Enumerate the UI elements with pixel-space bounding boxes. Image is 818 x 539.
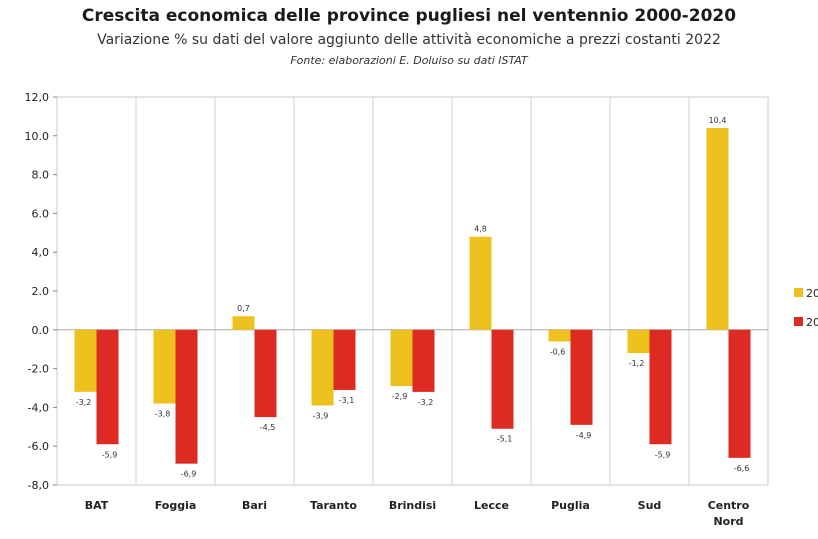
bar-series-1-bat: [74, 329, 97, 392]
data-label: -4,9: [576, 431, 592, 440]
bar-series-1-bari: [232, 316, 255, 330]
category-label: Taranto: [310, 499, 357, 512]
data-label: -6,6: [734, 464, 750, 473]
chart-subtitle: Variazione % su dati del valore aggiunto…: [97, 32, 721, 48]
category-label: Lecce: [474, 499, 509, 512]
data-label: 10,4: [709, 116, 727, 125]
category-label: Bari: [242, 499, 267, 512]
data-label: 4,8: [474, 225, 487, 234]
bar-series-2-taranto: [333, 329, 356, 390]
y-tick-label: -4,0: [28, 401, 49, 414]
bar-series-2-sud: [649, 329, 672, 445]
y-tick-label: 2.0: [32, 285, 50, 298]
data-label: -3,8: [155, 410, 171, 419]
data-label: -5,1: [497, 435, 513, 444]
y-tick-label: 0.0: [32, 324, 50, 337]
y-tick-label: 8.0: [32, 169, 50, 182]
legend-swatch: [794, 317, 803, 326]
category-label: Nord: [713, 515, 743, 528]
chart-title: Crescita economica delle province puglie…: [81, 6, 737, 26]
data-label: -6,9: [181, 470, 197, 479]
category-label: Brindisi: [389, 499, 436, 512]
data-label: -4,5: [260, 423, 276, 432]
bar-series-1-foggia: [153, 329, 176, 404]
y-tick-label: 6.0: [32, 207, 50, 220]
data-label: -5,9: [655, 450, 671, 459]
data-label: -3,9: [313, 411, 329, 420]
bar-series-1-brindisi: [390, 329, 413, 387]
y-tick-label: -2.0: [28, 363, 49, 376]
data-label: -0,6: [550, 347, 566, 356]
bar-series-2-brindisi: [412, 329, 435, 392]
y-tick-label: 4,0: [32, 246, 50, 259]
bar-series-1-lecce: [469, 236, 492, 330]
bar-series-1-sud: [627, 329, 650, 354]
legend-swatch: [794, 288, 803, 297]
data-label: -1,2: [629, 359, 645, 368]
data-label: -3,1: [339, 396, 355, 405]
category-label: Foggia: [155, 499, 197, 512]
y-tick-label: -8,0: [28, 479, 49, 492]
bar-series-2-foggia: [175, 329, 198, 464]
y-tick-label: -6.0: [28, 440, 49, 453]
category-label: Puglia: [551, 499, 590, 512]
chart-source: Fonte: elaborazioni E. Doluiso su dati I…: [290, 54, 528, 67]
data-label: -2,9: [392, 392, 408, 401]
category-label: Sud: [638, 499, 662, 512]
bar-series-2-bari: [254, 329, 277, 418]
category-label: Centro: [708, 499, 750, 512]
data-label: -3,2: [76, 398, 92, 407]
y-tick-label: 12,0: [25, 91, 50, 104]
legend-label: 20: [806, 287, 818, 300]
category-label: BAT: [85, 499, 109, 512]
bar-series-2-bat: [96, 329, 119, 445]
legend-label: 20: [806, 316, 818, 329]
data-label: 0,7: [237, 304, 250, 313]
bar-series-1-centro-nord: [706, 128, 729, 330]
bar-series-2-puglia: [570, 329, 593, 425]
data-label: -5,9: [102, 450, 118, 459]
bar-series-2-centro-nord: [728, 329, 751, 458]
bar-series-2-lecce: [491, 329, 514, 429]
bar-series-1-taranto: [311, 329, 334, 406]
bar-series-1-puglia: [548, 329, 571, 342]
y-tick-label: 10.0: [25, 130, 50, 143]
data-label: -3,2: [418, 398, 434, 407]
